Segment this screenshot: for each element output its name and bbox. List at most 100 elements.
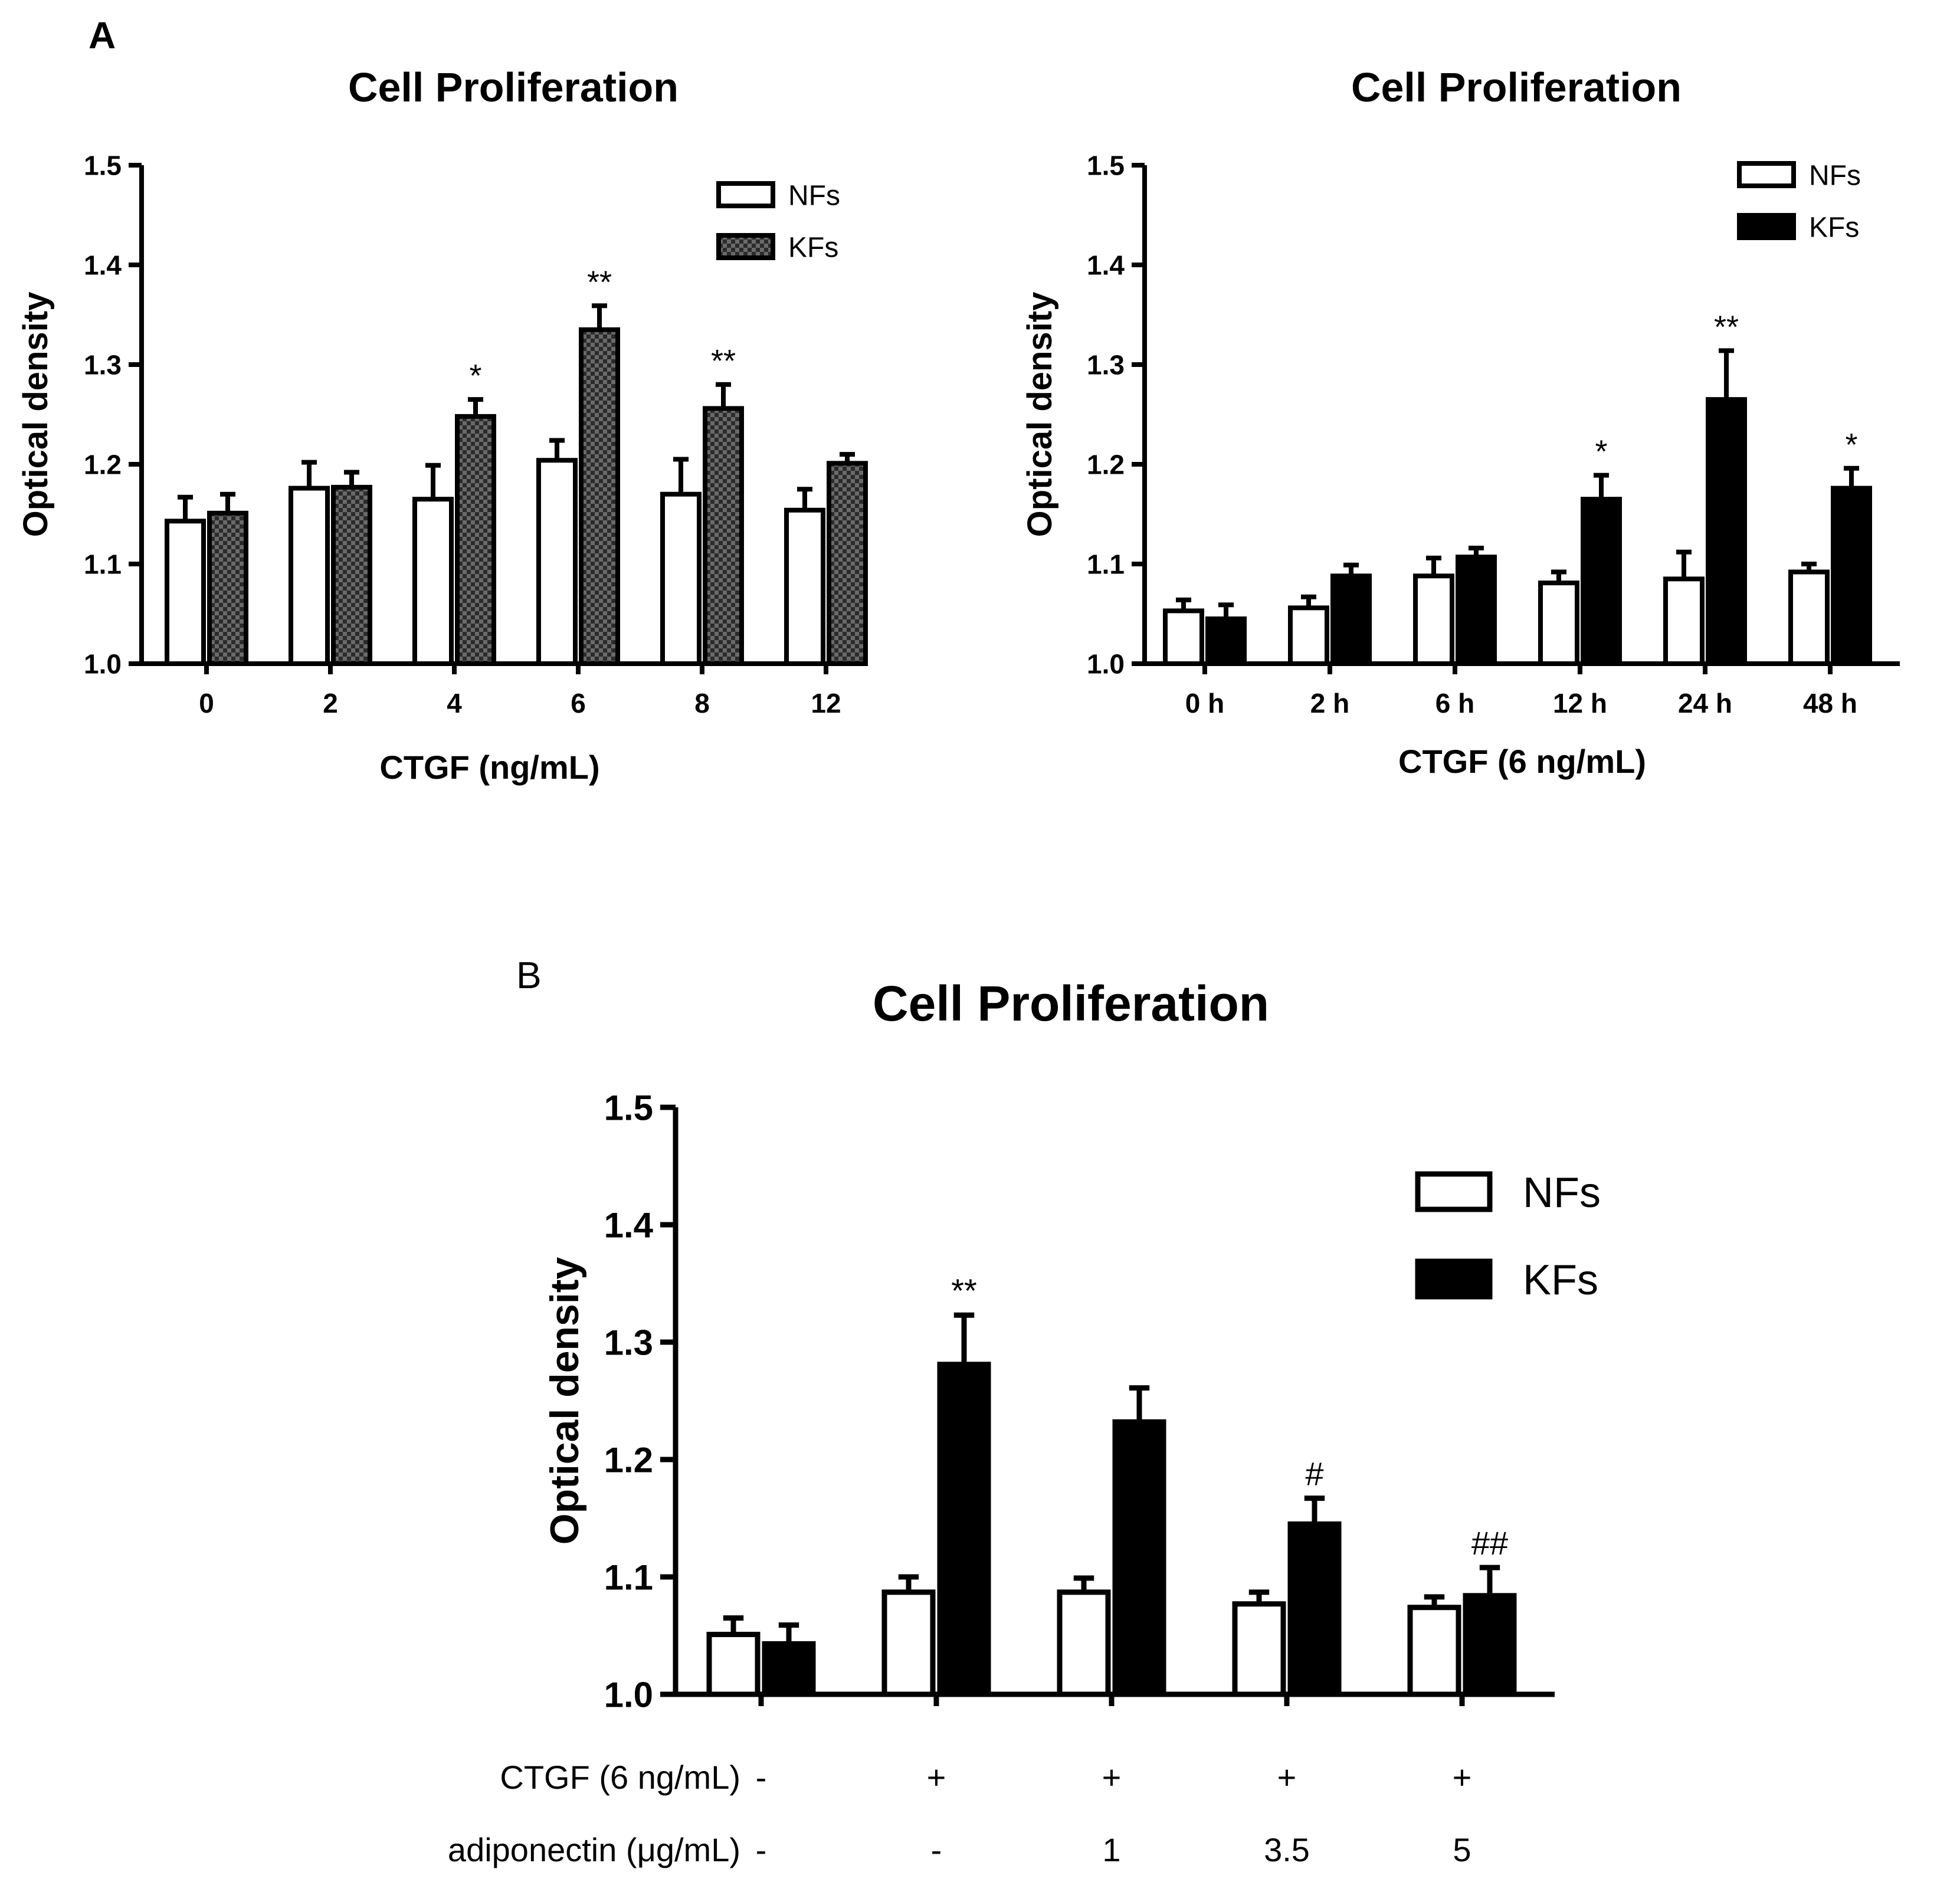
y-tick-label: 1.5: [84, 150, 122, 181]
bar-kfs: [1287, 1521, 1342, 1697]
y-axis-label: Optical density: [1021, 292, 1059, 537]
legend-label: KFs: [1523, 1257, 1598, 1304]
legend-swatch: [716, 181, 775, 208]
x-tick-label: 8: [694, 688, 710, 719]
treatment-value: 1: [1102, 1831, 1120, 1868]
bar-nfs: [1163, 608, 1204, 667]
bar-nfs: [1232, 1601, 1286, 1697]
y-tick-label: 1.4: [1087, 250, 1125, 281]
y-tick-label: 1.2: [604, 1441, 653, 1480]
y-tick-label: 1.1: [604, 1558, 653, 1598]
legend-label: KFs: [1809, 212, 1859, 243]
significance-label: *: [469, 358, 481, 393]
legend-swatch: [1415, 1258, 1493, 1300]
panel-a-label: A: [89, 14, 116, 57]
bar-kfs: [1112, 1419, 1166, 1697]
x-axis-label: CTGF (6 ng/mL): [1398, 743, 1646, 780]
x-tick-label: 24 h: [1678, 688, 1732, 719]
y-tick-label: 1.2: [1087, 450, 1125, 480]
chart-ctgf-dose: Cell Proliferation 1.0 1.1 1.2 1.3 1.4 1.5 Opti…: [17, 64, 868, 786]
y-axis-label: Optical density: [542, 1257, 587, 1545]
significance-label: ##: [1471, 1524, 1508, 1562]
bar-nfs: [1788, 569, 1830, 667]
treatment-value: -: [931, 1831, 942, 1868]
treatment-value: +: [1102, 1759, 1122, 1796]
bar-kfs: [207, 510, 248, 666]
bar-kfs: [455, 414, 496, 666]
bar-kfs: [1330, 573, 1372, 667]
legend-label: NFs: [1809, 160, 1861, 191]
bar-kfs: [762, 1641, 816, 1697]
y-tick-label: 1.3: [1087, 350, 1125, 381]
significance-label: **: [951, 1272, 977, 1309]
bar-nfs: [1538, 581, 1579, 666]
bar-nfs: [1663, 576, 1705, 666]
treatment-value: +: [1453, 1759, 1472, 1796]
x-tick-label: 4: [447, 688, 462, 719]
bar-kfs: [1831, 486, 1872, 666]
legend-swatch: [1415, 1171, 1493, 1212]
y-tick-label: 1.5: [1087, 150, 1125, 181]
significance-label: *: [1595, 434, 1607, 470]
legend-swatch: [716, 233, 775, 260]
x-tick-label: 0: [199, 688, 214, 719]
bar-kfs: [1581, 497, 1622, 667]
significance-label: #: [1305, 1455, 1323, 1493]
x-tick-label: 2: [323, 688, 338, 719]
bar-nfs: [1413, 573, 1454, 667]
y-tick-label: 1.0: [84, 649, 122, 680]
bar-nfs: [165, 519, 206, 667]
treatment-value: +: [927, 1759, 946, 1796]
bar-kfs: [1205, 616, 1247, 666]
bar-nfs: [1288, 605, 1329, 666]
treatment-value: -: [756, 1831, 767, 1868]
x-tick-label: 6 h: [1435, 688, 1474, 719]
bar-kfs: [937, 1362, 991, 1697]
y-tick-label: 1.4: [84, 250, 122, 281]
legend-swatch: [1737, 161, 1796, 188]
x-tick-label: 6: [571, 688, 586, 719]
treatment-label: adiponectin (μg/mL): [448, 1831, 740, 1868]
y-tick-label: 1.2: [84, 450, 122, 480]
y-tick-label: 1.0: [1087, 649, 1125, 680]
x-axis-label: CTGF (ng/mL): [379, 749, 599, 786]
bar-kfs: [827, 461, 868, 666]
chart-title: Cell Proliferation: [873, 976, 1269, 1031]
chart-title: Cell Proliferation: [1351, 64, 1682, 110]
treatment-value: +: [1277, 1759, 1297, 1796]
bar-nfs: [660, 491, 702, 666]
bar-nfs: [412, 497, 454, 667]
bar-nfs: [881, 1589, 936, 1697]
y-tick-label: 1.1: [84, 549, 122, 580]
bar-nfs: [1407, 1605, 1461, 1697]
y-tick-label: 1.5: [604, 1088, 653, 1128]
bar-nfs: [289, 486, 330, 666]
legend-label: NFs: [788, 180, 840, 211]
x-tick-label: 12: [811, 688, 841, 719]
chart-title: Cell Proliferation: [348, 64, 679, 110]
bar-nfs: [536, 458, 578, 666]
significance-label: **: [711, 343, 736, 379]
treatment-label: CTGF (6 ng/mL): [500, 1759, 740, 1796]
x-tick-label: 12 h: [1553, 688, 1607, 719]
bar-kfs: [1456, 555, 1497, 666]
bar-kfs: [331, 484, 372, 666]
y-tick-label: 1.3: [84, 350, 122, 381]
chart-ctgf-time: Cell Proliferation 1.0 1.1 1.2 1.3 1.4 1.5 Opti…: [1021, 64, 1900, 780]
y-tick-label: 1.3: [604, 1323, 653, 1363]
significance-label: **: [1714, 309, 1739, 345]
y-axis-label: Optical density: [17, 292, 55, 537]
y-tick-label: 1.4: [604, 1206, 654, 1245]
y-tick-label: 1.0: [604, 1675, 653, 1715]
bar-nfs: [1057, 1589, 1111, 1697]
significance-label: *: [1845, 427, 1857, 463]
treatment-value: 3.5: [1264, 1831, 1310, 1868]
x-tick-label: 0 h: [1185, 688, 1224, 719]
bar-kfs: [703, 406, 744, 666]
y-tick-label: 1.1: [1087, 549, 1125, 580]
significance-label: **: [587, 264, 612, 300]
chart-adiponectin: Cell Proliferation 1.0 1.1 1.2 1.3 1.4 1.5 Opti…: [448, 976, 1601, 1868]
legend-swatch: [1737, 213, 1796, 240]
bar-kfs: [1706, 397, 1747, 667]
